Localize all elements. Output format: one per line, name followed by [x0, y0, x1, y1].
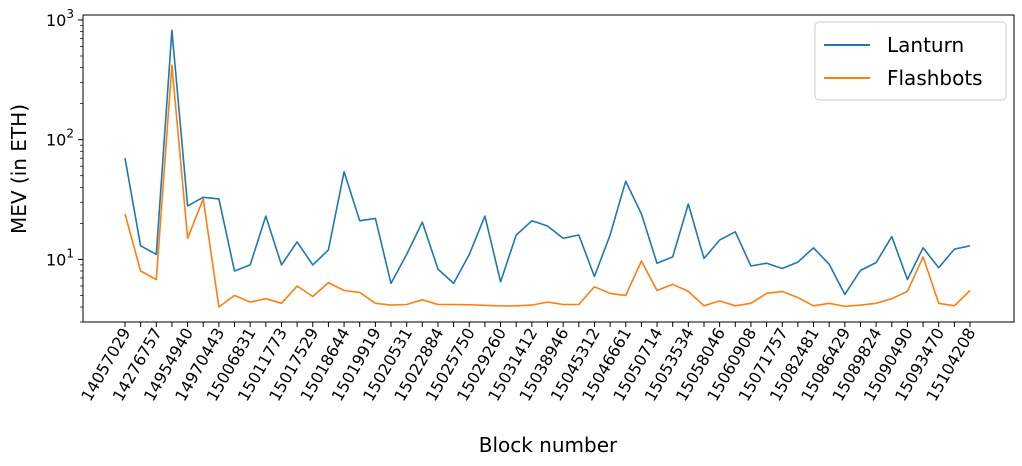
series-line-flashbots [124, 64, 971, 308]
x-axis-title: Block number [479, 433, 618, 457]
legend-box [814, 21, 1007, 101]
y-tick-label: 103 [46, 7, 74, 30]
legend-label-flashbots: Flashbots [887, 66, 983, 90]
legend-label-lanturn: Lanturn [887, 33, 964, 57]
legend: Lanturn Flashbots [814, 21, 1007, 101]
series-line-lanturn [124, 29, 971, 296]
y-tick-label: 101 [46, 246, 74, 269]
plot-frame [82, 14, 1015, 323]
plot-lines [124, 29, 971, 308]
y-axis-title: MEV (in ETH) [7, 104, 31, 234]
y-axis: 101 102 103 [46, 7, 83, 323]
x-axis: 1405702914276757149549401497044315006831… [77, 322, 979, 405]
y-tick-label: 102 [46, 127, 74, 150]
